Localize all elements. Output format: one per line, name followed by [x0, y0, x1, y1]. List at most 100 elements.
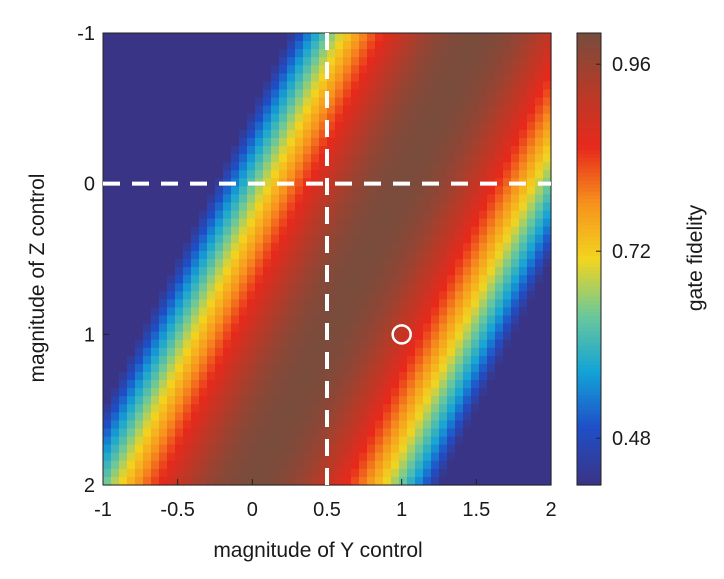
heatmap-cell — [271, 89, 280, 99]
heatmap-cell — [207, 452, 216, 462]
heatmap-cell — [527, 162, 536, 171]
heatmap-cell — [167, 323, 176, 333]
heatmap-cell — [399, 146, 408, 155]
heatmap-cell — [103, 428, 112, 438]
heatmap-cell — [527, 372, 536, 381]
heatmap-cell — [207, 194, 216, 204]
heatmap-cell — [519, 452, 528, 462]
heatmap-cell — [487, 97, 496, 107]
heatmap-cell — [271, 388, 280, 397]
heatmap-cell — [399, 380, 408, 389]
heatmap-cell — [415, 41, 424, 50]
heatmap-cell — [215, 121, 224, 131]
heatmap-cell — [471, 355, 480, 365]
heatmap-cell — [231, 299, 240, 309]
heatmap-cell — [471, 404, 480, 413]
heatmap-cell — [511, 97, 520, 107]
heatmap-cell — [367, 283, 376, 292]
heatmap-cell — [359, 339, 368, 349]
heatmap-cell — [103, 267, 112, 276]
heatmap-cell — [479, 380, 488, 389]
heatmap-cell — [455, 355, 464, 365]
heatmap-cell — [439, 347, 448, 357]
heatmap-cell — [335, 162, 344, 171]
heatmap-cell — [527, 444, 536, 454]
heatmap-cell — [279, 468, 288, 478]
heatmap-cell — [431, 339, 440, 349]
heatmap-cell — [447, 234, 456, 244]
heatmap-cell — [263, 194, 272, 204]
heatmap-cell — [159, 41, 168, 50]
heatmap-cell — [479, 146, 488, 155]
heatmap-cell — [319, 476, 328, 486]
heatmap-cell — [415, 412, 424, 422]
heatmap-cell — [343, 65, 352, 74]
heatmap-cell — [335, 57, 344, 66]
heatmap-cell — [327, 388, 336, 397]
heatmap-cell — [159, 307, 168, 317]
heatmap-cell — [527, 65, 536, 74]
heatmap-cell — [199, 194, 208, 204]
heatmap-cell — [423, 65, 432, 74]
heatmap-cell — [327, 137, 336, 147]
heatmap-cell — [303, 41, 312, 50]
heatmap-cell — [167, 41, 176, 50]
heatmap-cell — [359, 162, 368, 171]
heatmap-cell — [383, 291, 392, 300]
heatmap-cell — [455, 41, 464, 50]
heatmap-cell — [343, 380, 352, 389]
colorbar-segment — [577, 375, 601, 381]
heatmap-cell — [111, 396, 120, 405]
heatmap-cell — [271, 331, 280, 341]
heatmap-cell — [495, 226, 504, 236]
heatmap-cell — [175, 444, 184, 454]
heatmap-cell — [175, 396, 184, 405]
heatmap-cell — [303, 275, 312, 284]
heatmap-cell — [431, 396, 440, 405]
heatmap-cell — [151, 476, 160, 486]
heatmap-cell — [311, 146, 320, 155]
heatmap-cell — [503, 444, 512, 454]
heatmap-cell — [399, 291, 408, 300]
heatmap-cell — [335, 436, 344, 446]
heatmap-cell — [111, 283, 120, 292]
heatmap-cell — [111, 73, 120, 83]
heatmap-cell — [207, 202, 216, 212]
heatmap-cell — [479, 476, 488, 486]
heatmap-cell — [319, 331, 328, 341]
colorbar-tick-label: 0.72 — [612, 241, 651, 263]
heatmap-cell — [383, 307, 392, 317]
heatmap-cell — [239, 396, 248, 405]
heatmap-cell — [351, 137, 360, 147]
heatmap-cell — [271, 396, 280, 405]
heatmap-cell — [343, 420, 352, 430]
heatmap-cell — [415, 210, 424, 220]
heatmap-cell — [247, 57, 256, 66]
heatmap-cell — [375, 363, 384, 373]
colorbar-segment — [577, 176, 601, 181]
heatmap-cell — [167, 372, 176, 381]
heatmap-cell — [367, 323, 376, 333]
heatmap-cell — [511, 412, 520, 422]
heatmap-cell — [367, 259, 376, 268]
heatmap-cell — [479, 396, 488, 405]
heatmap-cell — [311, 186, 320, 196]
heatmap-cell — [183, 331, 192, 341]
heatmap-cell — [455, 105, 464, 115]
colorbar-segment — [577, 307, 601, 313]
heatmap-cell — [423, 299, 432, 309]
heatmap-cell — [391, 194, 400, 204]
heatmap-cell — [175, 404, 184, 413]
heatmap-cell — [487, 65, 496, 74]
heatmap-cell — [295, 218, 304, 228]
heatmap-cell — [175, 347, 184, 357]
heatmap-cell — [271, 49, 280, 58]
heatmap-cell — [271, 259, 280, 268]
heatmap-cell — [327, 250, 336, 260]
heatmap-cell — [431, 428, 440, 438]
heatmap-cell — [167, 299, 176, 309]
heatmap-cell — [463, 420, 472, 430]
heatmap-cell — [287, 436, 296, 446]
heatmap-cell — [223, 299, 232, 309]
heatmap-cell — [407, 129, 416, 139]
